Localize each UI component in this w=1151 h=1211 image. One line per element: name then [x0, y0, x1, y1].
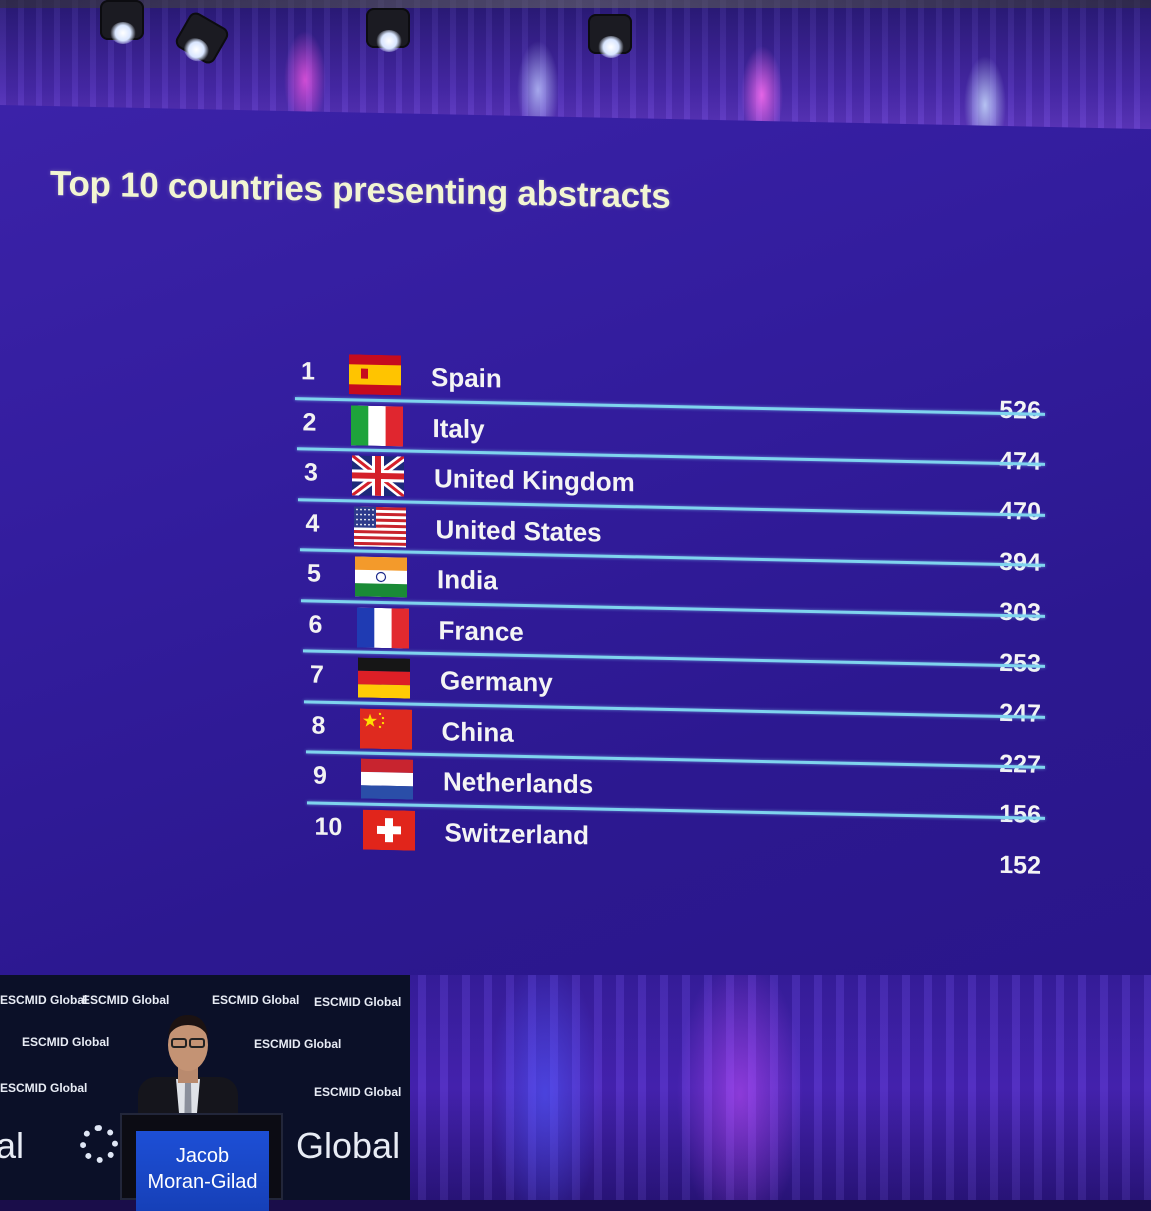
usa-flag-icon: [353, 505, 406, 547]
italy-flag-icon: [350, 404, 403, 446]
stage-light-icon: [172, 9, 232, 67]
country-name: Italy: [432, 412, 485, 444]
projection-screen: Top 10 countries presenting abstracts 1 S…: [0, 105, 1151, 1005]
country-name: China: [441, 715, 514, 748]
brand-text: ESCMID Global: [22, 1035, 110, 1049]
ranking-row: 4 United States 394: [299, 501, 1045, 576]
india-flag-icon: [355, 556, 407, 598]
country-name: Spain: [431, 362, 502, 394]
ranking-row: 1 Spain 526: [295, 349, 1045, 425]
germany-flag-icon: [358, 657, 410, 699]
stage-light-icon: [366, 8, 410, 52]
brand-logo-text: Global: [296, 1125, 401, 1166]
country-name: United States: [435, 513, 602, 548]
ranking-row: 10 Switzerland 152: [309, 804, 1046, 879]
country-ranking-table: 1 Spain 526 2 Italy 474 3 United Kingdom 470 4 Uni…: [295, 349, 1046, 879]
ranking-row: 5 India 303: [301, 551, 1045, 627]
ranking-row: 7 Germany 247: [304, 652, 1045, 728]
speaker-last-name: Moran-Gilad: [147, 1171, 258, 1193]
ranking-row: 3 United Kingdom 470: [298, 450, 1045, 526]
brand-text: ESCMID Global: [254, 1037, 342, 1051]
rank-number: 4: [305, 508, 320, 538]
country-name: France: [438, 614, 524, 647]
brand-text: ESCMID Global: [0, 993, 88, 1007]
rank-number: 5: [307, 559, 321, 588]
brand-text: ESCMID Global: [82, 993, 170, 1007]
france-flag-icon: [356, 606, 409, 649]
ranking-row: 9 Netherlands 156: [307, 753, 1045, 829]
country-name: United Kingdom: [434, 463, 635, 498]
brand-text: ESCMID Global: [314, 1085, 402, 1099]
branded-backdrop: ESCMID Global ESCMID Global ESCMID Globa…: [0, 975, 410, 1211]
stage-light-icon: [100, 0, 144, 44]
country-name: Germany: [440, 665, 553, 698]
ranking-row: 6 France 253: [302, 602, 1045, 677]
country-name: Switzerland: [444, 816, 589, 850]
ranking-row: 8 China 227: [305, 703, 1045, 778]
spain-flag-icon: [349, 354, 401, 396]
rank-number: 9: [313, 761, 327, 790]
lower-stage: ESCMID Global ESCMID Global ESCMID Globa…: [0, 975, 1151, 1211]
escmid-ring-logo-icon: [80, 1125, 118, 1163]
rank-number: 7: [310, 660, 324, 689]
ranking-row: 2 Italy 474: [296, 400, 1045, 475]
rank-number: 8: [311, 711, 326, 740]
stage-light-icon: [588, 14, 632, 58]
brand-text: ESCMID Global: [0, 1081, 88, 1095]
slide-title: Top 10 countries presenting abstracts: [50, 164, 671, 217]
abstract-count: 152: [999, 850, 1041, 880]
uk-flag-icon: [352, 455, 404, 497]
brand-logo-text: al: [0, 1125, 25, 1166]
switzerland-flag-icon: [362, 809, 415, 851]
brand-text: ESCMID Global: [212, 993, 300, 1007]
rank-number: 1: [301, 357, 315, 386]
rank-number: 3: [304, 458, 318, 487]
rank-number: 10: [314, 812, 343, 841]
china-flag-icon: [359, 708, 412, 750]
speaker-first-name: Jacob: [175, 1145, 230, 1167]
rank-number: 2: [302, 407, 317, 437]
podium-name-display: Jacob Moran-Gilad: [136, 1131, 269, 1211]
brand-text: ESCMID Global: [314, 995, 402, 1009]
lighting-truss: [0, 0, 1151, 8]
podium: Jacob Moran-Gilad: [120, 1113, 283, 1211]
netherlands-flag-icon: [361, 758, 413, 800]
country-name: India: [437, 564, 498, 596]
country-name: Netherlands: [443, 766, 594, 800]
rank-number: 6: [308, 609, 323, 639]
